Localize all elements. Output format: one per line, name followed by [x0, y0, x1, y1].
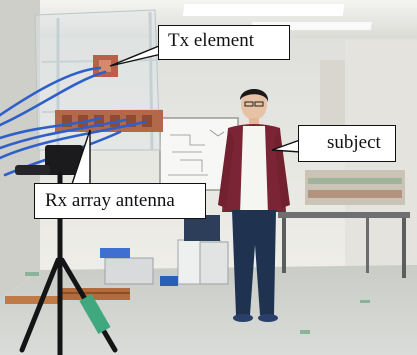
- poster-strip: [308, 190, 402, 198]
- wooden-board: [5, 296, 60, 304]
- whiteboard-scribbles: [168, 129, 225, 176]
- tx-element-label-text: Tx element: [168, 30, 254, 51]
- callout-pointers: [71, 45, 301, 185]
- poster-strip: [308, 178, 402, 184]
- table-leg: [402, 218, 406, 278]
- tripod-handle: [15, 165, 50, 175]
- lab-table-top: [278, 212, 410, 218]
- instrument-case: [104, 257, 154, 285]
- table-leg: [282, 218, 286, 273]
- ceiling-light: [182, 4, 345, 16]
- wall-poster: [305, 170, 405, 205]
- monitor: [184, 215, 220, 241]
- floor-markers: [25, 272, 370, 334]
- tx-element-label: Tx element: [158, 25, 290, 60]
- equipment-box: [199, 241, 229, 285]
- subject-label-text: subject: [327, 132, 381, 153]
- rx-array-antenna-label-text: Rx array antenna: [45, 190, 175, 211]
- tx-element-feed: [99, 60, 111, 72]
- blue-box: [160, 276, 178, 286]
- subject-person: [218, 88, 290, 322]
- rx-array-antenna-label: Rx array antenna: [34, 183, 206, 219]
- green-tape: [79, 294, 111, 334]
- camera-head: [45, 145, 83, 175]
- blue-box: [100, 248, 130, 258]
- table-leg: [366, 218, 369, 273]
- pallet-slat: [60, 292, 130, 294]
- subject-label: subject: [298, 125, 396, 162]
